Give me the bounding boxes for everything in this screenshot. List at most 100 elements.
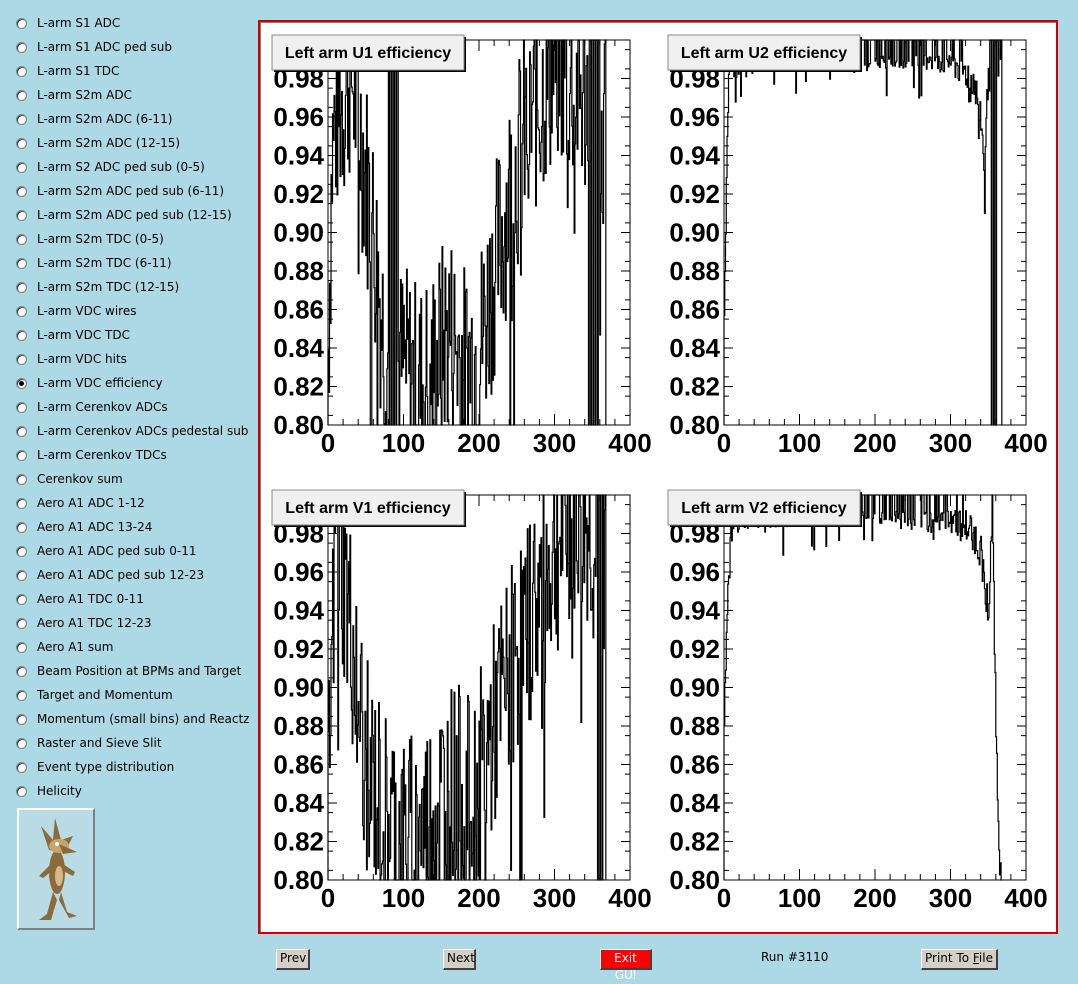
radio-button[interactable] xyxy=(16,785,27,797)
menu-item[interactable]: Aero A1 ADC ped sub 0-11 xyxy=(16,539,196,563)
radio-button[interactable] xyxy=(16,65,27,77)
menu-item-label: Aero A1 sum xyxy=(37,640,114,654)
radio-button[interactable] xyxy=(16,209,27,221)
y-tick-label: 0.84 xyxy=(273,788,324,818)
menu-item[interactable]: Target and Momentum xyxy=(16,683,173,707)
radio-button[interactable] xyxy=(16,761,27,773)
radio-button[interactable] xyxy=(16,449,27,461)
print-to-file-button[interactable]: Print To File xyxy=(921,949,998,970)
radio-button[interactable] xyxy=(16,497,27,509)
radio-button[interactable] xyxy=(16,617,27,629)
menu-item[interactable]: Raster and Sieve Slit xyxy=(16,731,162,755)
menu-item[interactable]: L-arm S2m TDC (6-11) xyxy=(16,251,172,275)
menu-item[interactable]: L-arm VDC TDC xyxy=(16,323,130,347)
chart-title-box xyxy=(667,34,861,71)
radio-button[interactable] xyxy=(16,41,27,53)
menu-item[interactable]: L-arm S2 ADC ped sub (0-5) xyxy=(16,155,205,179)
menu-item-label: L-arm S1 ADC xyxy=(37,16,121,30)
radio-button[interactable] xyxy=(16,89,27,101)
menu-item[interactable]: Aero A1 ADC 1-12 xyxy=(16,491,145,515)
exit-gui-button[interactable]: Exit GUI xyxy=(600,949,652,982)
menu-item[interactable]: L-arm VDC hits xyxy=(16,347,127,371)
menu-item[interactable]: Event type distribution xyxy=(16,755,174,779)
menu-item[interactable]: L-arm S2m TDC (0-5) xyxy=(16,227,164,251)
radio-button[interactable] xyxy=(16,401,27,413)
menu-item-label: Event type distribution xyxy=(37,760,175,774)
menu-item[interactable]: L-arm S1 TDC xyxy=(16,59,119,83)
radio-button[interactable] xyxy=(16,257,27,269)
menu-item[interactable]: Helicity xyxy=(16,779,82,803)
menu-item[interactable]: L-arm Cerenkov ADCs pedestal sub xyxy=(16,419,248,443)
chart-panel: 0.800.820.840.860.880.900.920.940.960.98… xyxy=(271,489,652,913)
menu-item[interactable]: L-arm VDC wires xyxy=(16,299,136,323)
y-tick-label: 0.80 xyxy=(669,410,720,440)
menu-item[interactable]: Aero A1 ADC 13-24 xyxy=(16,515,152,539)
menu-item[interactable]: Aero A1 TDC 0-11 xyxy=(16,587,144,611)
menu-item[interactable]: L-arm S2m ADC (12-15) xyxy=(16,131,180,155)
y-tick-label: 0.84 xyxy=(273,333,324,363)
menu-item-label: Aero A1 ADC 13-24 xyxy=(37,520,153,534)
menu-item[interactable]: Cerenkov sum xyxy=(16,467,123,491)
plot-canvas[interactable]: 0.80 0.82 0.84 0.86 0.88 0.90 0.92 0.94 0.96 0.98… xyxy=(258,20,1058,934)
radio-button[interactable] xyxy=(16,593,27,605)
radio-button[interactable] xyxy=(16,305,27,317)
radio-button[interactable] xyxy=(16,329,27,341)
y-tick-label: 0.86 xyxy=(273,750,324,780)
menu-item-label: L-arm Cerenkov TDCs xyxy=(37,448,167,462)
menu-item[interactable]: Beam Position at BPMs and Target xyxy=(16,659,241,683)
menu-item[interactable]: L-arm VDC efficiency xyxy=(16,371,163,395)
radio-button[interactable] xyxy=(16,689,27,701)
radio-button[interactable] xyxy=(16,113,27,125)
radio-button[interactable] xyxy=(16,17,27,29)
menu-item-label: L-arm Cerenkov ADCs pedestal sub xyxy=(37,424,249,438)
radio-button[interactable] xyxy=(16,137,27,149)
menu-item[interactable]: Momentum (small bins) and Reactz xyxy=(16,707,249,731)
y-tick-label: 0.96 xyxy=(669,557,720,587)
menu-item[interactable]: L-arm Cerenkov TDCs xyxy=(16,443,167,467)
radio-button[interactable] xyxy=(16,713,27,725)
chart-title: Left arm V1 efficiency xyxy=(285,500,451,517)
radio-button[interactable] xyxy=(16,281,27,293)
radio-button[interactable] xyxy=(16,665,27,677)
prev-button[interactable]: Prev xyxy=(276,949,310,970)
radio-button[interactable] xyxy=(16,185,27,197)
x-tick-label: 100 xyxy=(778,883,821,913)
menu-item[interactable]: L-arm S2m TDC (12-15) xyxy=(16,275,179,299)
menu-item[interactable]: L-arm S2m ADC ped sub (6-11) xyxy=(16,179,224,203)
menu-item[interactable]: L-arm Cerenkov ADCs xyxy=(16,395,168,419)
menu-item-label: Helicity xyxy=(37,784,82,798)
plot-frame xyxy=(723,494,1027,881)
menu-item[interactable]: L-arm S1 ADC xyxy=(16,11,120,35)
print-label-hotkey: F xyxy=(972,951,979,965)
chart-title-box xyxy=(271,489,465,526)
y-tick-label: 0.94 xyxy=(273,596,324,626)
radio-button[interactable] xyxy=(16,353,27,365)
y-tick-label: 0.82 xyxy=(273,827,324,857)
menu-item-label: Aero A1 TDC 0-11 xyxy=(37,592,144,606)
next-button[interactable]: Next xyxy=(443,949,476,970)
x-tick-label: 200 xyxy=(457,883,500,913)
menu-item[interactable]: Aero A1 TDC 12-23 xyxy=(16,611,152,635)
menu-item[interactable]: L-arm S2m ADC xyxy=(16,83,132,107)
x-tick-label: 300 xyxy=(929,428,972,458)
menu-item-label: L-arm S2m TDC (0-5) xyxy=(37,232,164,246)
radio-button-selected[interactable] xyxy=(16,377,27,389)
radio-button[interactable] xyxy=(16,545,27,557)
menu-item-label: L-arm S2m TDC (6-11) xyxy=(37,256,172,270)
radio-button[interactable] xyxy=(16,473,27,485)
x-tick-label: 300 xyxy=(533,428,576,458)
x-tick-label: 400 xyxy=(1004,428,1047,458)
radio-button[interactable] xyxy=(16,641,27,653)
menu-item[interactable]: Aero A1 ADC ped sub 12-23 xyxy=(16,563,204,587)
radio-button[interactable] xyxy=(16,425,27,437)
radio-button[interactable] xyxy=(16,521,27,533)
y-tick-label: 0.90 xyxy=(669,218,720,248)
radio-button[interactable] xyxy=(16,569,27,581)
menu-item[interactable]: Aero A1 sum xyxy=(16,635,113,659)
radio-button[interactable] xyxy=(16,161,27,173)
radio-button[interactable] xyxy=(16,233,27,245)
menu-item[interactable]: L-arm S2m ADC (6-11) xyxy=(16,107,172,131)
radio-button[interactable] xyxy=(16,737,27,749)
menu-item[interactable]: L-arm S1 ADC ped sub xyxy=(16,35,172,59)
menu-item[interactable]: L-arm S2m ADC ped sub (12-15) xyxy=(16,203,232,227)
